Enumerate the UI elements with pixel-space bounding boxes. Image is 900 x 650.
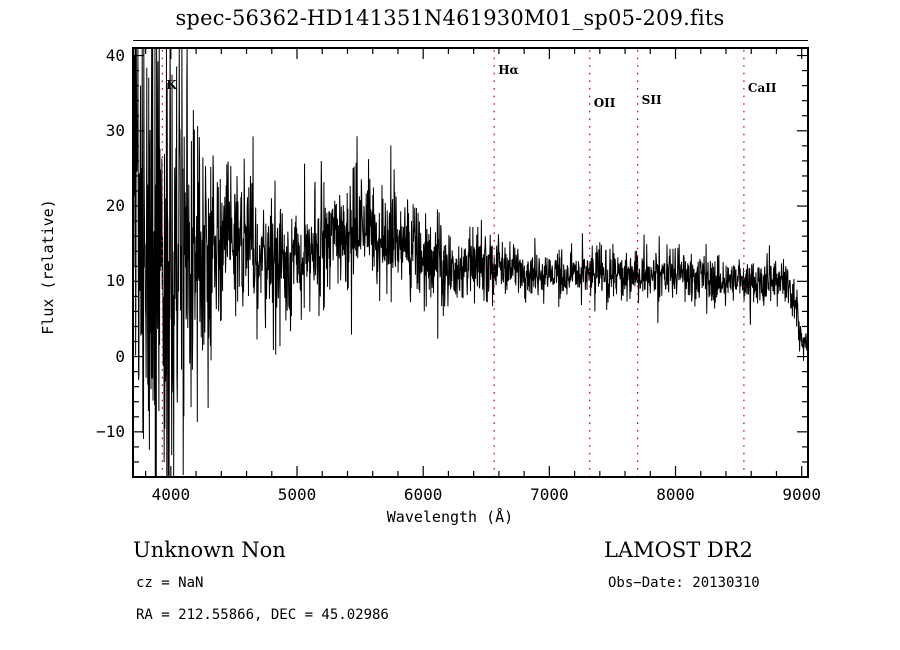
footer-survey: LAMOST DR2 (604, 538, 753, 562)
y-tick-label: 30 (105, 120, 125, 140)
line-marker-label: CaII (747, 81, 777, 96)
line-marker-label: K (166, 77, 177, 92)
footer-coordinates: RA = 212.55866, DEC = 45.02986 (136, 607, 389, 623)
line-marker-label: SII (641, 92, 662, 107)
x-axis-title: Wavelength (Å) (386, 508, 514, 526)
line-marker-label: Hα (498, 62, 519, 77)
footer-obs-date: Obs−Date: 20130310 (608, 575, 760, 591)
y-tick-label: −10 (96, 421, 125, 441)
footer-classification: Unknown Non (133, 538, 286, 562)
footer-cz: cz = NaN (136, 575, 204, 591)
x-tick-label: 4000 (151, 485, 191, 504)
x-tick-label: 9000 (782, 485, 821, 504)
y-tick-label: 10 (105, 271, 125, 291)
y-tick-label: 0 (115, 346, 125, 366)
x-tick-label: 8000 (656, 485, 695, 504)
y-tick-label: 20 (105, 196, 125, 216)
page-title: spec-56362-HD141351N461930M01_sp05-209.f… (175, 6, 725, 30)
y-axis-title: Flux (relative) (39, 199, 57, 335)
y-tick-label: 40 (105, 45, 125, 65)
x-tick-label: 7000 (530, 485, 569, 504)
x-tick-label: 5000 (277, 485, 317, 504)
x-tick-label: 6000 (403, 485, 443, 504)
title-underline (133, 40, 808, 41)
line-marker-label: OII (593, 96, 616, 111)
